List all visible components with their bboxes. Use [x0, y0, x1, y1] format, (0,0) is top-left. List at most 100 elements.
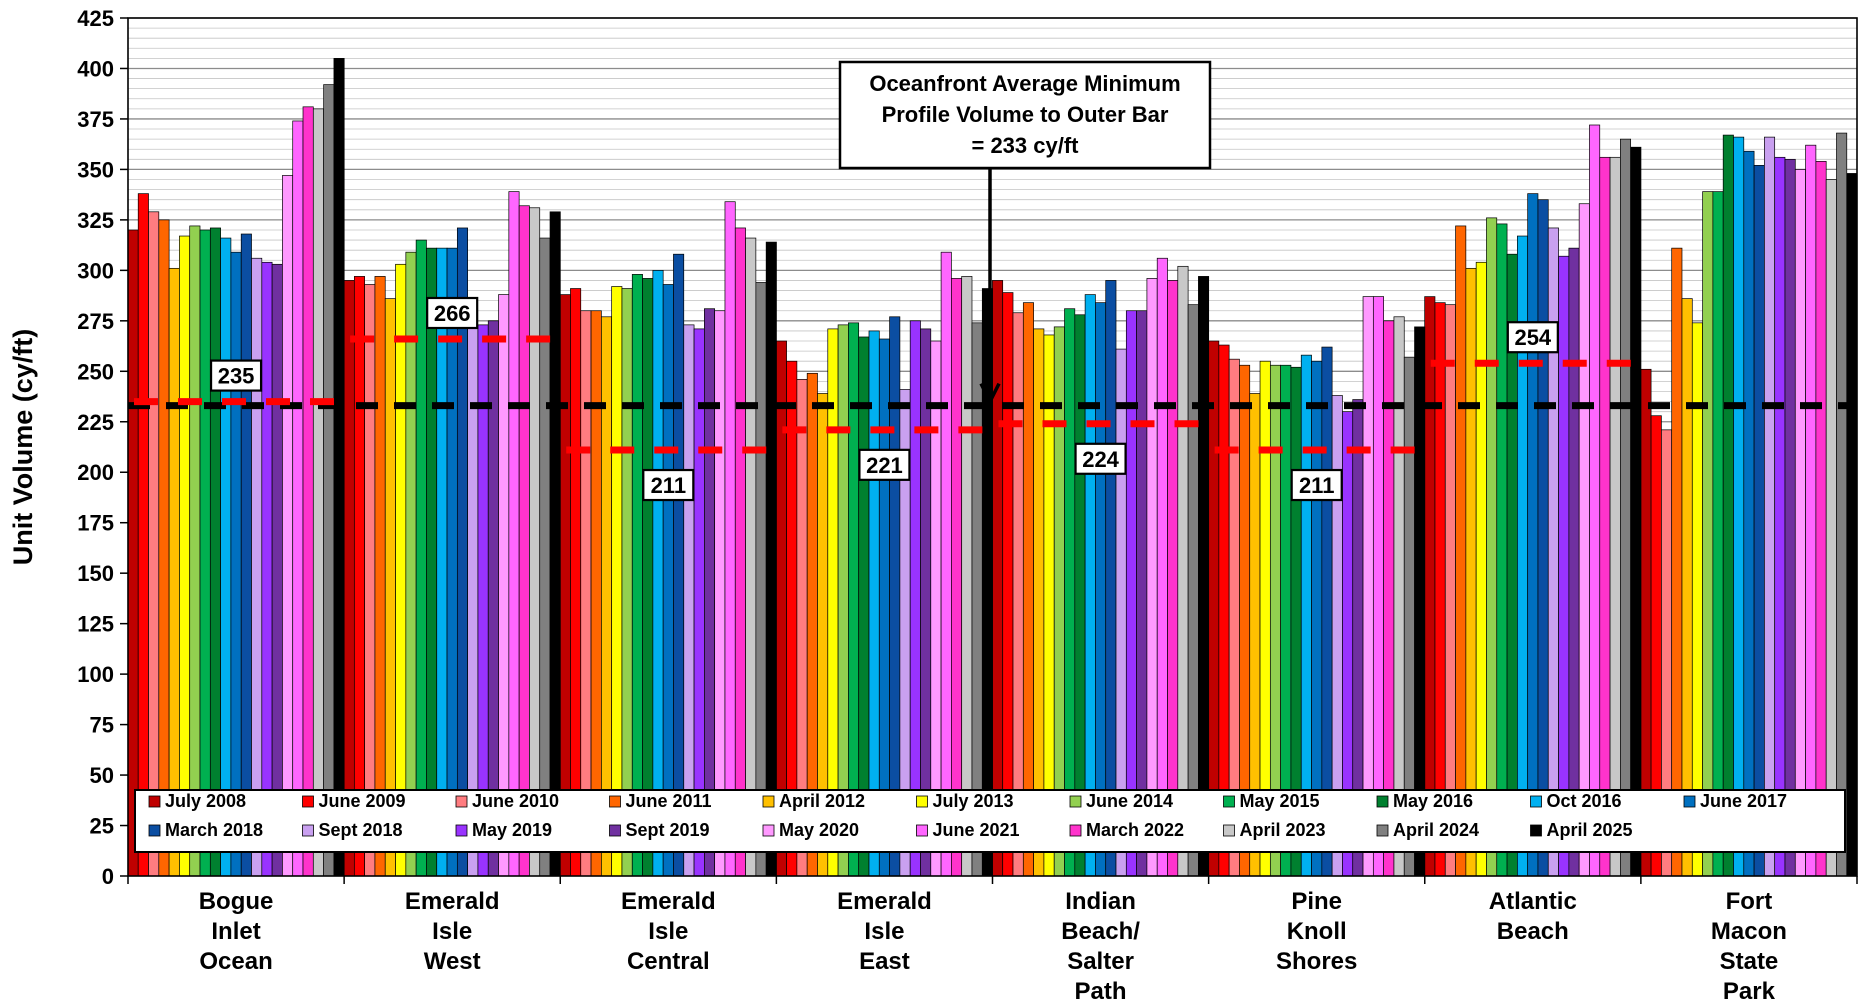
bar [611, 286, 623, 877]
category-label-line: West [424, 948, 481, 975]
bar [570, 288, 582, 877]
category-label-line: Beach [1497, 918, 1569, 945]
y-axis-label: Unit Volume (cy/ft) [8, 329, 38, 566]
bar [302, 106, 314, 877]
legend-swatch [1223, 795, 1235, 808]
y-tick-label: 200 [77, 460, 114, 485]
bar [292, 120, 304, 877]
bar [1486, 217, 1498, 877]
reach-minimum-box [1290, 468, 1343, 502]
bar [1764, 136, 1776, 877]
category-label-line: Path [1075, 978, 1127, 1005]
reach-minimum-label: 266 [434, 301, 471, 326]
category-label-line: Inlet [211, 918, 260, 945]
bar [549, 211, 561, 877]
y-tick-label: 375 [77, 107, 114, 132]
legend-swatch [609, 824, 621, 837]
bar [1177, 265, 1189, 877]
legend-swatch [302, 824, 314, 837]
bar [426, 247, 438, 877]
reach-minimum-box [1074, 442, 1127, 475]
y-tick-label: 75 [90, 713, 114, 738]
reach-minimum-box [858, 448, 911, 481]
category-label-line: East [859, 948, 910, 975]
bar [179, 235, 191, 877]
bar [951, 278, 963, 877]
annotation-text: Profile Volume to Outer Bar [882, 102, 1169, 127]
bar [1599, 156, 1611, 877]
bar [353, 276, 365, 877]
reach-minimum-box [1506, 321, 1559, 354]
reach-minimum-box [209, 359, 263, 392]
bar [127, 229, 139, 877]
bar [745, 237, 757, 877]
legend-label: April 2025 [1547, 820, 1633, 840]
bar [498, 294, 510, 877]
bar [1620, 138, 1632, 877]
y-tick-label: 100 [77, 662, 114, 687]
category-label-line: Isle [648, 918, 688, 945]
bar [539, 237, 551, 877]
legend: July 2008 June 2009 June 2010 June 2011 Apri… [134, 789, 1846, 853]
bar [1496, 223, 1508, 877]
category-label-line: Shores [1276, 948, 1357, 975]
bar [199, 229, 211, 877]
category-label-line: State [1720, 948, 1779, 975]
bar [189, 225, 201, 877]
legend-swatch [1069, 795, 1082, 808]
bar [312, 108, 324, 877]
legend-swatch [1223, 824, 1235, 837]
bar [1455, 225, 1467, 877]
bar [1002, 292, 1014, 877]
y-tick-label: 150 [77, 561, 114, 586]
bar [1846, 173, 1858, 877]
category-label: Pine Knoll Shores [1276, 888, 1357, 975]
category-label-line: Knoll [1287, 918, 1347, 945]
legend-label: Sept 2019 [626, 820, 710, 840]
category-label-line: Park [1723, 978, 1776, 1005]
bar [1671, 247, 1683, 877]
bar [765, 241, 777, 877]
category-label-line: Emerald [405, 888, 500, 915]
bar [631, 274, 643, 877]
bar [282, 175, 294, 877]
bar [230, 251, 242, 877]
bar [1146, 278, 1158, 877]
y-tick-label: 225 [77, 410, 114, 435]
legend-swatch [1069, 824, 1082, 837]
y-tick-label: 400 [77, 56, 114, 81]
legend-label: Sept 2018 [319, 820, 403, 840]
category-label-line: Pine [1291, 888, 1342, 915]
bar [1105, 280, 1117, 877]
category-label-line: Bogue [199, 888, 274, 915]
bar [168, 267, 180, 877]
bar [652, 270, 664, 877]
bar [724, 201, 736, 877]
reach-minimum-label: 221 [866, 453, 903, 478]
legend-label: June 2014 [1086, 791, 1173, 811]
bar [1712, 191, 1724, 877]
bar [148, 211, 160, 877]
bar [1805, 144, 1817, 877]
bar [1836, 132, 1848, 877]
bar [1475, 261, 1487, 877]
bar [1527, 193, 1539, 877]
bar [1733, 136, 1745, 877]
bar [518, 205, 530, 877]
legend-swatch [762, 795, 775, 808]
bar [642, 278, 654, 877]
category-label: Emerald Isle East [837, 888, 932, 975]
legend-swatch [762, 824, 775, 837]
legend-label: April 2024 [1393, 820, 1479, 840]
bars [127, 58, 1858, 877]
category-label-line: Ocean [199, 948, 272, 975]
legend-label: June 2011 [626, 791, 712, 811]
y-tick-label: 0 [102, 864, 114, 889]
y-tick-label: 325 [77, 208, 114, 233]
reach-minimum-label: 211 [1299, 473, 1335, 498]
axes: 0 25 50 75 100 125 150 175 200 225 250 275 300 325 350… [8, 6, 1858, 1005]
legend-label: Oct 2016 [1547, 791, 1622, 811]
bar [1702, 191, 1714, 877]
category-label: Emerald Isle Central [621, 888, 716, 975]
category-label-line: Macon [1711, 918, 1787, 945]
